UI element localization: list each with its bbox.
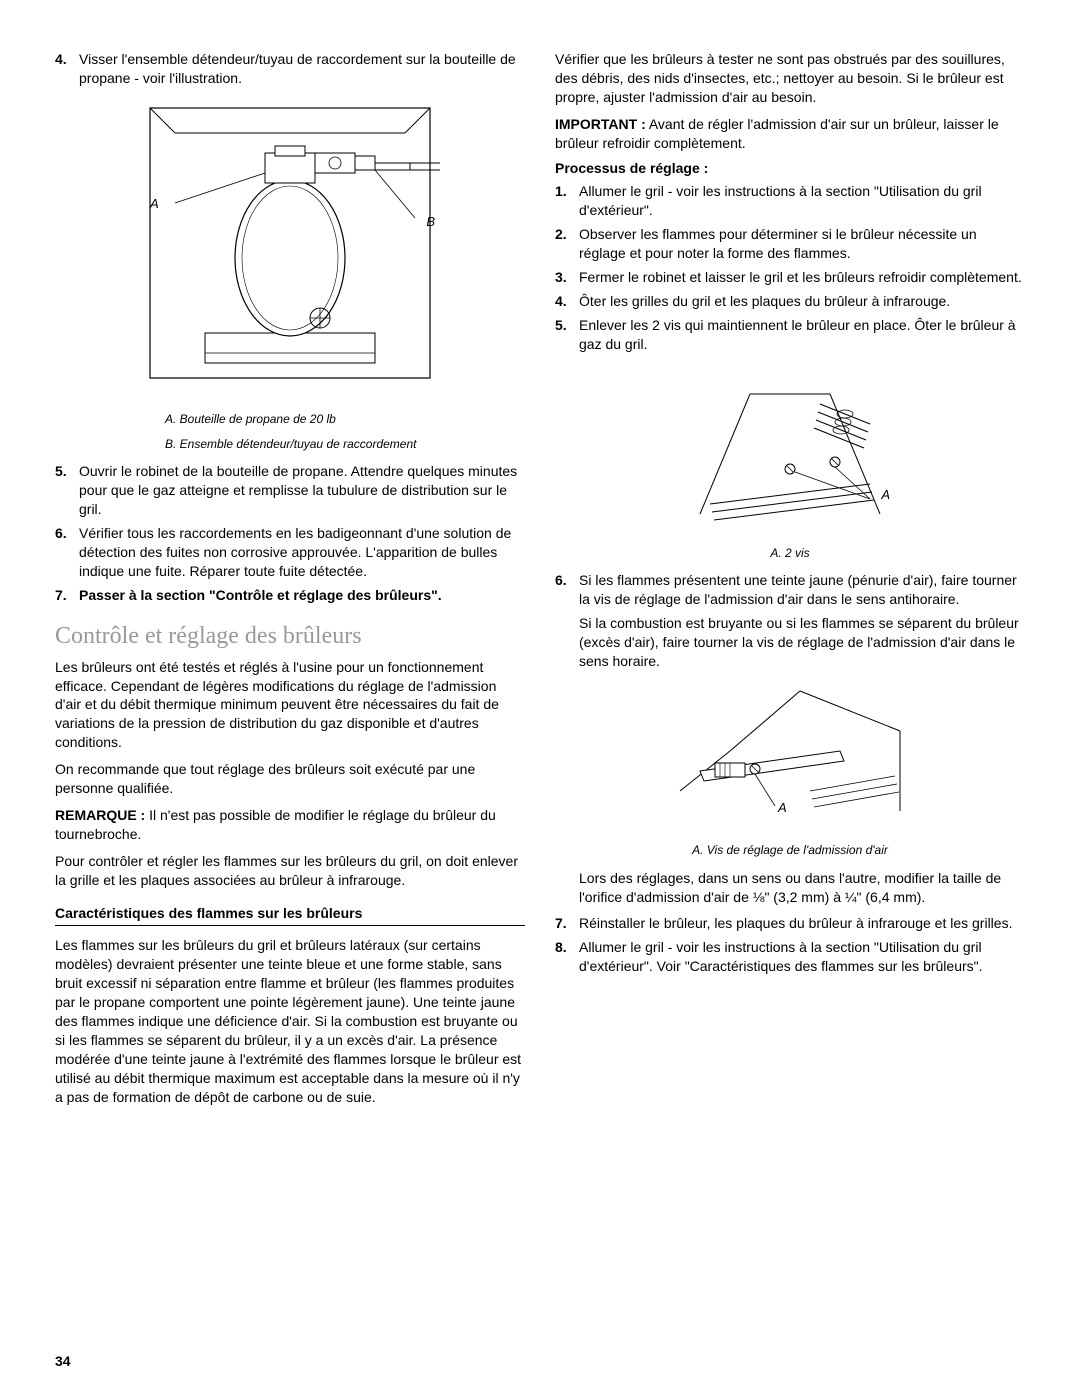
- step-text: Allumer le gril - voir les instructions …: [579, 182, 1025, 220]
- list-item: 4. Ôter les grilles du gril et les plaqu…: [555, 292, 1025, 311]
- step-number: 1.: [555, 182, 579, 220]
- step-text: Visser l'ensemble détendeur/tuyau de rac…: [79, 50, 525, 88]
- figure-air-adjustment: A A. Vis de réglage de l'admission d'air: [555, 681, 1025, 859]
- step-continuation: Si la combustion est bruyante ou si les …: [579, 614, 1025, 671]
- paragraph: Les flammes sur les brûleurs du gril et …: [55, 936, 525, 1106]
- page-number: 34: [55, 1353, 71, 1369]
- paragraph: Vérifier que les brûleurs à tester ne so…: [555, 50, 1025, 107]
- process-heading: Processus de réglage :: [555, 160, 1025, 176]
- step-text: Allumer le gril - voir les instructions …: [579, 938, 1025, 976]
- air-adjustment-diagram: [660, 681, 920, 831]
- list-item: 3. Fermer le robinet et laisser le gril …: [555, 268, 1025, 287]
- step-number: 6.: [55, 524, 79, 581]
- list-item: 6. Si les flammes présentent une teinte …: [555, 571, 1025, 609]
- step-number: 6.: [555, 571, 579, 609]
- paragraph: Les brûleurs ont été testés et réglés à …: [55, 658, 525, 752]
- right-column: Vérifier que les brûleurs à tester ne so…: [555, 50, 1025, 1114]
- list-item: 4. Visser l'ensemble détendeur/tuyau de …: [55, 50, 525, 88]
- step-number: 4.: [555, 292, 579, 311]
- step-number: 8.: [555, 938, 579, 976]
- step-text: Passer à la section "Contrôle et réglage…: [79, 586, 525, 605]
- list-item: 8. Allumer le gril - voir les instructio…: [555, 938, 1025, 976]
- step-continuation: Lors des réglages, dans un sens ou dans …: [579, 869, 1025, 907]
- section-heading: Contrôle et réglage des brûleurs: [55, 623, 525, 650]
- step-text: Vérifier tous les raccordements en les b…: [79, 524, 525, 581]
- list-item: 7. Passer à la section "Contrôle et régl…: [55, 586, 525, 605]
- list-item: 7. Réinstaller le brûleur, les plaques d…: [555, 914, 1025, 933]
- figure-label-b: B: [426, 214, 435, 229]
- remarque-paragraph: REMARQUE : Il n'est pas possible de modi…: [55, 806, 525, 844]
- remarque-label: REMARQUE :: [55, 807, 145, 823]
- step-number: 5.: [555, 316, 579, 354]
- list-item: 1. Allumer le gril - voir les instructio…: [555, 182, 1025, 220]
- step-number: 5.: [55, 462, 79, 519]
- paragraph: Pour contrôler et régler les flammes sur…: [55, 852, 525, 890]
- step-text: Ouvrir le robinet de la bouteille de pro…: [79, 462, 525, 519]
- step-text: Réinstaller le brûleur, les plaques du b…: [579, 914, 1025, 933]
- figure-burner-screws: A A. 2 vis: [555, 364, 1025, 562]
- step-number: 7.: [555, 914, 579, 933]
- list-item: 6. Vérifier tous les raccordements en le…: [55, 524, 525, 581]
- figure-caption: A. 2 vis: [555, 545, 1025, 562]
- step-text: Si les flammes présentent une teinte jau…: [579, 571, 1025, 609]
- step-text: Fermer le robinet et laisser le gril et …: [579, 268, 1025, 287]
- figure-label-a: A: [778, 800, 787, 815]
- step-number: 2.: [555, 225, 579, 263]
- figure-label-a: A: [150, 196, 159, 211]
- step-number: 7.: [55, 586, 79, 605]
- figure-caption-a: A. Bouteille de propane de 20 lb: [165, 411, 525, 428]
- left-column: 4. Visser l'ensemble détendeur/tuyau de …: [55, 50, 525, 1114]
- figure-label-a: A: [881, 487, 890, 502]
- important-label: IMPORTANT :: [555, 116, 646, 132]
- step-number: 3.: [555, 268, 579, 287]
- page-content: 4. Visser l'ensemble détendeur/tuyau de …: [55, 50, 1025, 1114]
- step-number: 4.: [55, 50, 79, 88]
- subheading: Caractéristiques des flammes sur les brû…: [55, 905, 525, 926]
- important-paragraph: IMPORTANT : Avant de régler l'admission …: [555, 115, 1025, 153]
- burner-screws-diagram: [670, 364, 910, 534]
- figure-caption-b: B. Ensemble détendeur/tuyau de raccordem…: [165, 436, 525, 453]
- list-item: 5. Ouvrir le robinet de la bouteille de …: [55, 462, 525, 519]
- step-text: Ôter les grilles du gril et les plaques …: [579, 292, 1025, 311]
- list-item: 2. Observer les flammes pour déterminer …: [555, 225, 1025, 263]
- paragraph: On recommande que tout réglage des brûle…: [55, 760, 525, 798]
- figure-caption: A. Vis de réglage de l'admission d'air: [555, 842, 1025, 859]
- propane-tank-diagram: [120, 98, 460, 398]
- figure-propane-tank: A B A. Bouteille de propane de 20 lb B. …: [55, 98, 525, 453]
- list-item: 5. Enlever les 2 vis qui maintiennent le…: [555, 316, 1025, 354]
- step-text: Enlever les 2 vis qui maintiennent le br…: [579, 316, 1025, 354]
- step-text: Observer les flammes pour déterminer si …: [579, 225, 1025, 263]
